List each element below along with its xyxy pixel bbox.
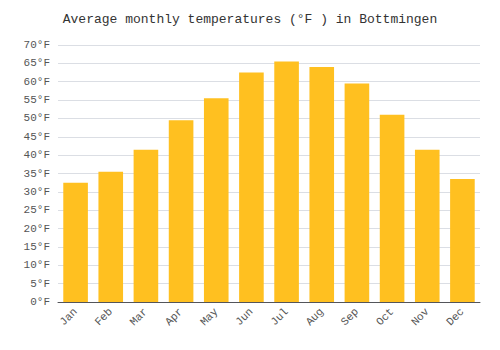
svg-text:Oct: Oct <box>374 306 396 328</box>
svg-text:60°F: 60°F <box>24 76 50 88</box>
svg-text:0°F: 0°F <box>30 296 50 308</box>
svg-text:35°F: 35°F <box>24 168 50 180</box>
svg-text:50°F: 50°F <box>24 112 50 124</box>
svg-text:Sep: Sep <box>339 306 361 328</box>
svg-text:70°F: 70°F <box>24 39 50 51</box>
svg-text:Dec: Dec <box>444 306 466 328</box>
svg-text:20°F: 20°F <box>24 223 50 235</box>
svg-text:Average monthly temperatures (: Average monthly temperatures (°F ) in Bo… <box>63 12 437 27</box>
svg-text:65°F: 65°F <box>24 57 50 69</box>
svg-text:55°F: 55°F <box>24 94 50 106</box>
svg-text:25°F: 25°F <box>24 204 50 216</box>
svg-text:Nov: Nov <box>409 305 432 328</box>
svg-text:Jan: Jan <box>57 306 79 328</box>
svg-text:5°F: 5°F <box>30 278 50 290</box>
svg-text:Jun: Jun <box>233 306 255 328</box>
svg-text:Apr: Apr <box>163 306 185 328</box>
svg-text:Mar: Mar <box>128 306 150 328</box>
svg-text:May: May <box>198 305 221 328</box>
svg-text:30°F: 30°F <box>24 186 50 198</box>
svg-text:45°F: 45°F <box>24 131 50 143</box>
svg-text:40°F: 40°F <box>24 149 50 161</box>
svg-text:Feb: Feb <box>93 306 115 328</box>
svg-text:10°F: 10°F <box>24 259 50 271</box>
svg-text:Jul: Jul <box>268 306 290 328</box>
svg-text:Aug: Aug <box>304 306 326 328</box>
svg-text:15°F: 15°F <box>24 241 50 253</box>
